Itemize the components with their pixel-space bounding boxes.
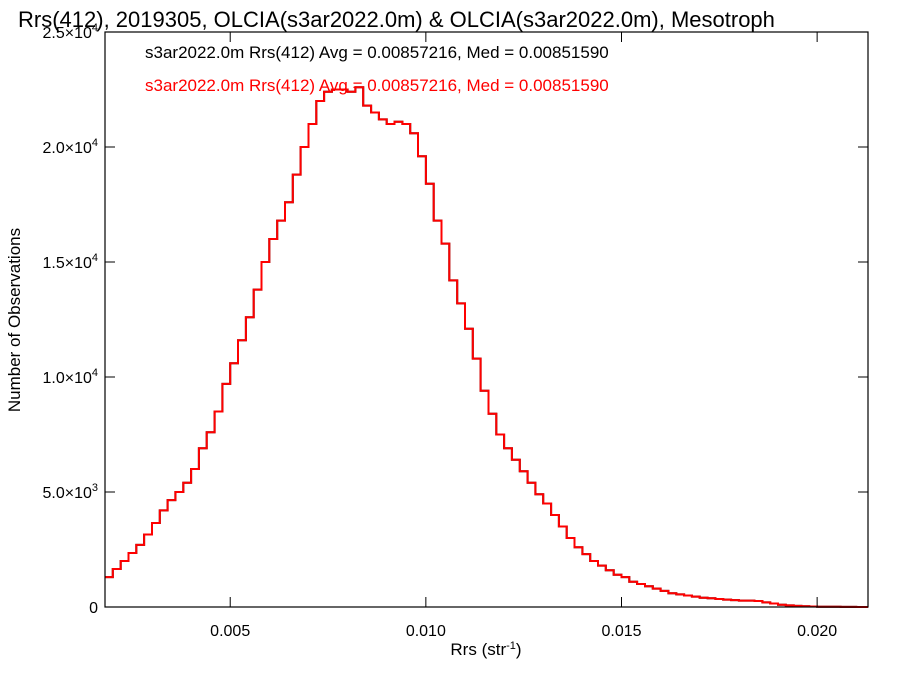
legend-entry-red: s3ar2022.0m Rrs(412) Avg = 0.00857216, M… (145, 76, 609, 95)
x-tick-label: 0.015 (601, 623, 641, 640)
x-tick-label: 0.020 (797, 623, 837, 640)
x-tick-label: 0.005 (210, 623, 250, 640)
y-tick-label: 1.0×104 (42, 367, 98, 387)
y-tick-label: 5.0×103 (42, 482, 98, 502)
y-tick-label: 2.0×104 (42, 137, 98, 157)
chart-title: Rrs(412), 2019305, OLCIA(s3ar2022.0m) & … (18, 7, 775, 32)
plot-frame (104, 31, 869, 608)
x-axis-label: Rrs (str-1) (450, 640, 521, 659)
ticks-layer: 0.005 0.010 0.015 0.020 0 5.0×103 1.0×104 1.5×1… (42, 22, 868, 640)
y-tick-label: 1.5×104 (42, 252, 98, 272)
y-tick-label: 2.5×104 (42, 22, 98, 42)
series-layer (105, 86, 868, 608)
legend-entry-black: s3ar2022.0m Rrs(412) Avg = 0.00857216, M… (145, 43, 609, 62)
legend: s3ar2022.0m Rrs(412) Avg = 0.00857216, M… (145, 43, 609, 95)
series-line-red (105, 86, 868, 608)
x-tick-label: 0.010 (406, 623, 446, 640)
y-axis-label: Number of Observations (5, 228, 24, 412)
y-tick-label: 0 (89, 600, 98, 617)
series-line-black (105, 86, 868, 608)
